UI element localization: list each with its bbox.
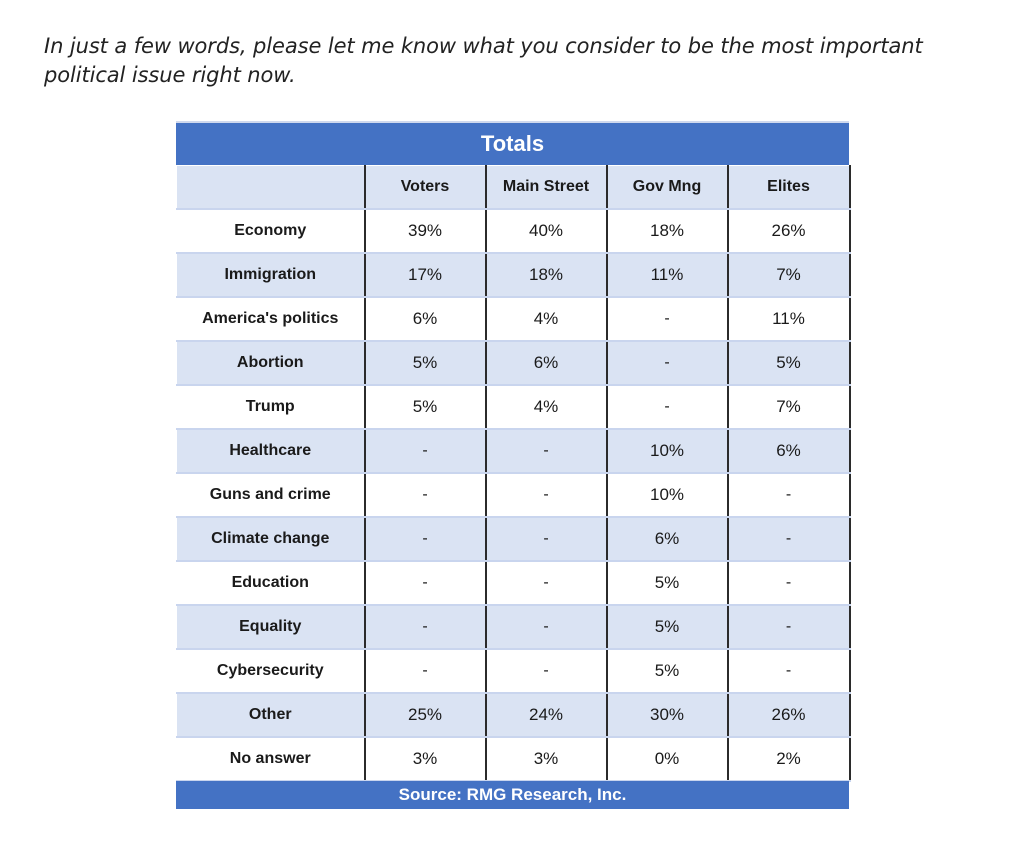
table-cell: 4% (485, 296, 608, 342)
table-row: Immigration 17% 18% 11% 7% (176, 252, 851, 298)
row-label: Cybersecurity (176, 648, 366, 694)
row-label: Other (176, 692, 366, 738)
column-header: Main Street (485, 165, 608, 210)
table-cell: 11% (606, 252, 729, 298)
question-text: In just a few words, please let me know … (44, 34, 923, 87)
table-row: No answer 3% 3% 0% 2% (176, 736, 851, 782)
table-body: Economy 39% 40% 18% 26% Immigration 17% 18% 11% 7… (176, 208, 851, 782)
data-table: Voters Main Street Gov Mng Elites Econom… (176, 165, 851, 782)
table-cell: 24% (485, 692, 608, 738)
table-cell: 30% (606, 692, 729, 738)
table-cell: 4% (485, 384, 608, 430)
table-cell: 26% (727, 692, 851, 738)
table-cell: 5% (364, 340, 487, 386)
header-row: Voters Main Street Gov Mng Elites (176, 165, 851, 210)
table-cell: 0% (606, 736, 729, 782)
column-header: Elites (727, 165, 851, 210)
table-cell: - (727, 516, 851, 562)
table-cell: 18% (485, 252, 608, 298)
table-cell: 26% (727, 208, 851, 254)
table-cell: - (485, 472, 608, 518)
table-cell: - (364, 516, 487, 562)
table-cell: - (727, 648, 851, 694)
table-cell: - (485, 604, 608, 650)
table-cell: - (606, 296, 729, 342)
table-cell: - (727, 560, 851, 606)
row-label: Climate change (176, 516, 366, 562)
table-cell: - (364, 648, 487, 694)
row-label: Education (176, 560, 366, 606)
column-header (176, 165, 366, 210)
table-cell: 2% (727, 736, 851, 782)
table-cell: 18% (606, 208, 729, 254)
table-cell: - (606, 340, 729, 386)
results-table: Totals Voters Main Street Gov Mng Elites… (176, 121, 851, 809)
table-cell: 5% (364, 384, 487, 430)
row-label: Healthcare (176, 428, 366, 474)
table-cell: 5% (606, 648, 729, 694)
table-cell: 10% (606, 472, 729, 518)
table-cell: - (364, 428, 487, 474)
table-cell: - (727, 604, 851, 650)
table-row: Equality - -5% - (176, 604, 851, 650)
table-cell: - (364, 472, 487, 518)
table-row: Economy 39% 40% 18% 26% (176, 208, 851, 254)
table-cell: - (364, 560, 487, 606)
column-header: Voters (364, 165, 487, 210)
table-row: Climate change - -6% - (176, 516, 851, 562)
table-cell: - (485, 428, 608, 474)
column-header: Gov Mng (606, 165, 729, 210)
table-row: Trump 5% 4% -7% (176, 384, 851, 430)
table-cell: 3% (364, 736, 487, 782)
table-cell: - (364, 604, 487, 650)
table-row: Other 25% 24% 30% 26% (176, 692, 851, 738)
table-cell: 10% (606, 428, 729, 474)
table-row: Cybersecurity - -5% - (176, 648, 851, 694)
row-label: America's politics (176, 296, 366, 342)
row-label: Immigration (176, 252, 366, 298)
table-row: America's politics 6% 4% -11% (176, 296, 851, 342)
table-cell: 3% (485, 736, 608, 782)
table-cell: 6% (727, 428, 851, 474)
row-label: No answer (176, 736, 366, 782)
table-cell: 5% (606, 604, 729, 650)
table-cell: 7% (727, 252, 851, 298)
table-cell: 6% (606, 516, 729, 562)
table-cell: 11% (727, 296, 851, 342)
table-cell: - (727, 472, 851, 518)
table-row: Guns and crime - -10% - (176, 472, 851, 518)
table-row: Education - -5% - (176, 560, 851, 606)
table-cell: - (485, 516, 608, 562)
table-cell: 5% (606, 560, 729, 606)
row-label: Trump (176, 384, 366, 430)
table-cell: 6% (364, 296, 487, 342)
table-cell: - (485, 648, 608, 694)
table-title: Totals (176, 121, 849, 165)
row-label: Abortion (176, 340, 366, 386)
table-cell: 5% (727, 340, 851, 386)
table-row: Healthcare - -10% 6% (176, 428, 851, 474)
row-label: Guns and crime (176, 472, 366, 518)
row-label: Economy (176, 208, 366, 254)
table-cell: - (606, 384, 729, 430)
table-cell: 25% (364, 692, 487, 738)
table-cell: 7% (727, 384, 851, 430)
table-cell: 39% (364, 208, 487, 254)
table-cell: - (485, 560, 608, 606)
table-cell: 40% (485, 208, 608, 254)
table-row: Abortion 5% 6% -5% (176, 340, 851, 386)
table-cell: 17% (364, 252, 487, 298)
row-label: Equality (176, 604, 366, 650)
source-note: Source: RMG Research, Inc. (176, 781, 849, 809)
table-cell: 6% (485, 340, 608, 386)
